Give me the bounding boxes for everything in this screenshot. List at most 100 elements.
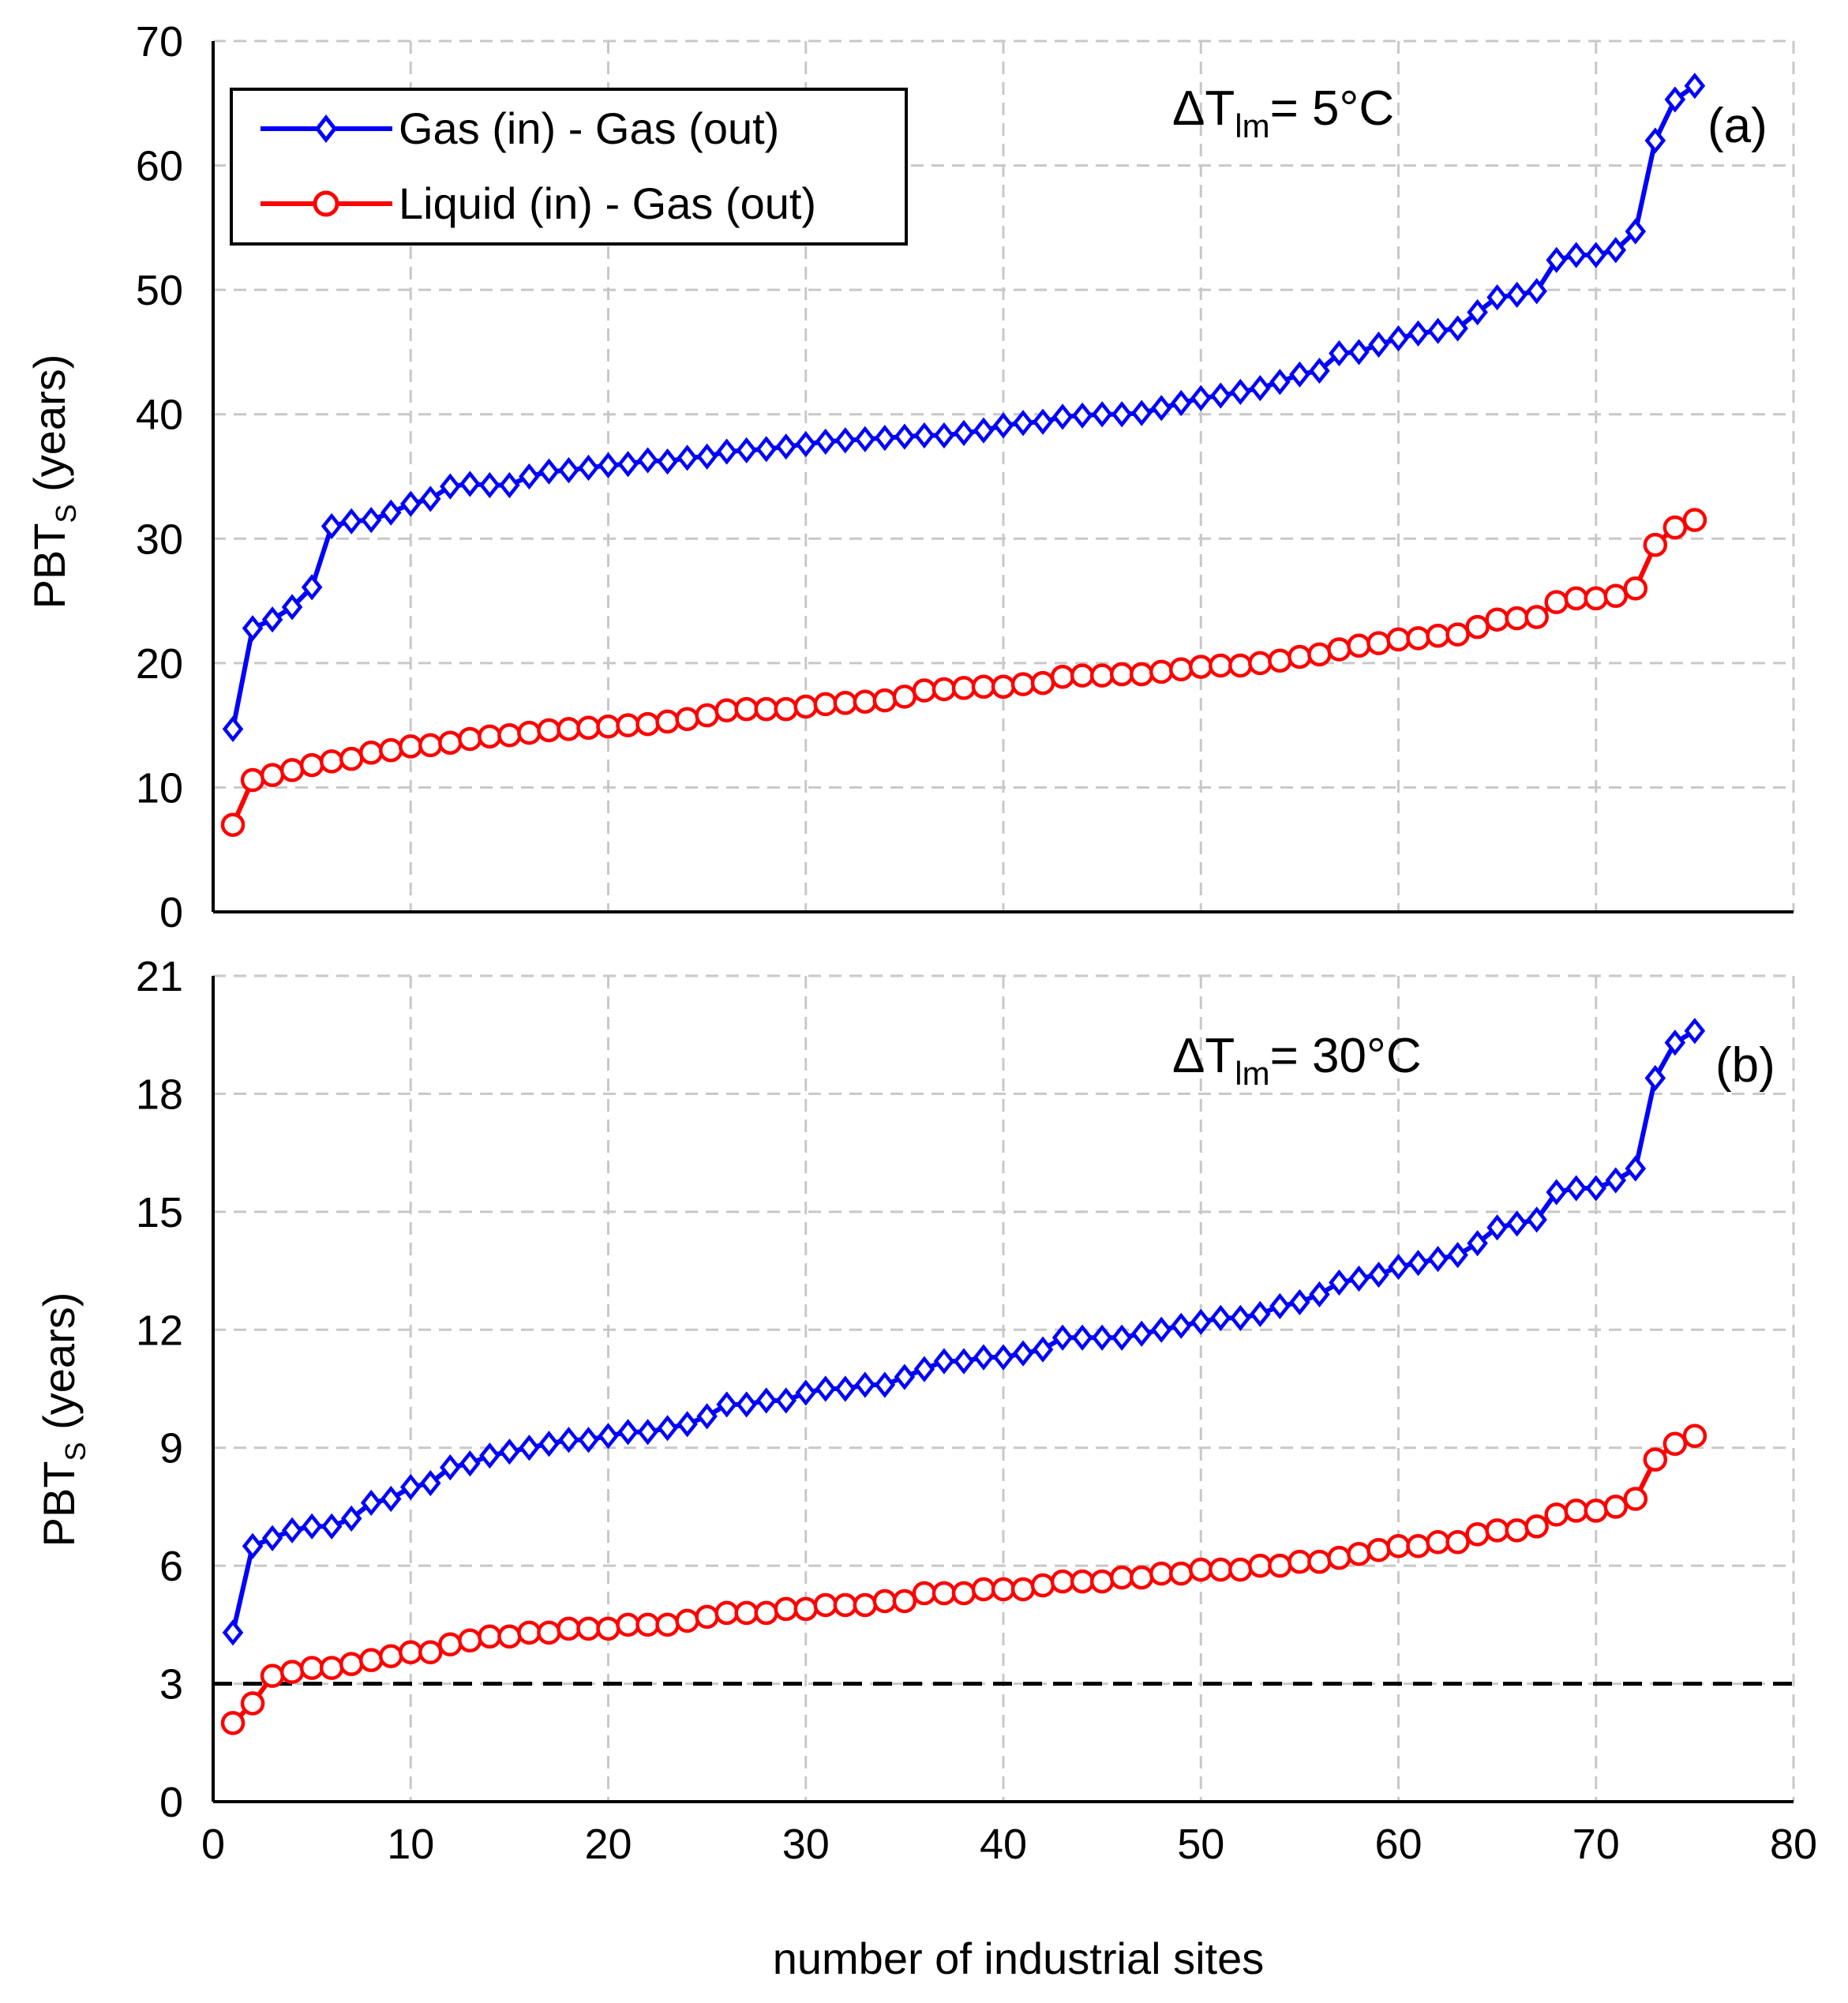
panel-a-point-liquid-44 <box>1070 663 1095 688</box>
panel-b-point-liquid-14 <box>478 1624 502 1649</box>
panel-b-point-gas-64 <box>1467 1230 1488 1257</box>
panel-b-point-gas-36 <box>913 1356 935 1382</box>
panel-b-point-liquid-23 <box>655 1612 680 1637</box>
panel-b-x-tick-40: 40 <box>980 1821 1027 1868</box>
panel-b-point-liquid-8 <box>358 1648 384 1672</box>
panel-b-point-gas-53 <box>1250 1300 1271 1327</box>
panel-b-point-liquid-34 <box>872 1589 898 1614</box>
panel-a-point-gas-74 <box>1664 86 1686 113</box>
panel-a-point-liquid-21 <box>616 713 640 737</box>
panel-a-point-gas-60 <box>1388 324 1409 352</box>
panel-a-point-liquid-43 <box>1050 664 1075 689</box>
panel-b-x-tick-80: 80 <box>1770 1821 1817 1868</box>
panel-a-point-gas-30 <box>795 430 817 458</box>
panel-b-point-gas-59 <box>1368 1261 1389 1288</box>
legend-box <box>230 88 908 246</box>
panel-a-point-liquid-61 <box>1406 626 1430 651</box>
legend-marker-liquid <box>313 190 339 217</box>
panel-b-point-liquid-50 <box>1189 1557 1213 1582</box>
panel-a-point-liquid-57 <box>1327 637 1351 662</box>
panel-b-point-liquid-75 <box>1682 1423 1707 1449</box>
panel-b-point-gas-42 <box>1032 1336 1054 1363</box>
panel-b-point-liquid-56 <box>1307 1549 1332 1574</box>
panel-a-point-liquid-52 <box>1228 653 1253 678</box>
panel-b-point-liquid-70 <box>1584 1498 1608 1523</box>
panel-b-point-gas-5 <box>301 1513 323 1540</box>
panel-b-point-gas-32 <box>834 1375 857 1402</box>
panel-a-point-gas-53 <box>1250 375 1271 402</box>
panel-a-point-gas-25 <box>696 443 718 470</box>
panel-b-point-gas-2 <box>242 1532 264 1559</box>
panel-a-point-gas-69 <box>1565 242 1587 268</box>
panel-a-y-tick-10: 10 <box>136 764 183 812</box>
panel-b-point-liquid-60 <box>1386 1533 1411 1559</box>
panel-a-point-gas-58 <box>1348 339 1370 366</box>
panel-a-point-gas-9 <box>380 499 402 526</box>
panel-a-point-gas-2 <box>242 615 264 642</box>
panel-b-point-liquid-15 <box>497 1624 522 1649</box>
panel-b-point-liquid-47 <box>1129 1565 1154 1590</box>
panel-b-point-gas-51 <box>1209 1304 1231 1331</box>
panel-b-y-tick-21: 21 <box>136 953 183 1000</box>
panel-b-point-liquid-36 <box>912 1581 937 1606</box>
panel-a-point-gas-24 <box>677 444 698 471</box>
panel-a-point-liquid-26 <box>714 698 739 722</box>
panel-b-point-gas-33 <box>854 1371 876 1398</box>
panel-b-point-liquid-35 <box>892 1589 917 1614</box>
panel-a-point-liquid-35 <box>892 685 917 709</box>
panel-b-point-gas-66 <box>1506 1210 1528 1237</box>
panel-a-point-liquid-22 <box>635 711 660 737</box>
panel-a-point-gas-57 <box>1329 339 1350 367</box>
panel-a-axes <box>212 41 1794 913</box>
panel-b-y-tick-6: 6 <box>159 1543 183 1590</box>
panel-b-point-liquid-29 <box>774 1596 798 1622</box>
panel-b-point-gas-60 <box>1388 1253 1409 1281</box>
panel-b-point-gas-74 <box>1664 1030 1686 1056</box>
panel-b-point-liquid-33 <box>853 1592 878 1618</box>
panel-a-point-gas-71 <box>1605 237 1627 264</box>
panel-a-point-gas-26 <box>716 438 737 465</box>
panel-a-y-tick-40: 40 <box>136 392 183 439</box>
panel-a-point-gas-18 <box>558 457 579 484</box>
panel-a-point-gas-3 <box>261 606 283 633</box>
panel-b-x-tick-30: 30 <box>782 1821 830 1868</box>
panel-b-point-liquid-53 <box>1248 1553 1273 1578</box>
panel-b-point-gas-54 <box>1269 1292 1291 1320</box>
panel-b-point-gas-1 <box>222 1619 244 1646</box>
x-axis-label: number of industrial sites <box>773 1934 1265 1983</box>
panel-b-point-gas-7 <box>340 1505 362 1532</box>
panel-b-point-gas-69 <box>1565 1175 1587 1202</box>
panel-a-point-gas-8 <box>360 507 382 534</box>
panel-a-point-gas-65 <box>1486 283 1508 311</box>
legend-marker-gas <box>314 114 338 144</box>
panel-a-y-tick-30: 30 <box>136 516 183 563</box>
panel-b-axes <box>212 976 1794 1803</box>
panel-b-point-liquid-13 <box>458 1628 482 1653</box>
panel-a-point-liquid-65 <box>1485 607 1509 632</box>
panel-b-point-gas-18 <box>558 1427 579 1453</box>
panel-b-point-liquid-40 <box>991 1577 1016 1602</box>
panel-a-point-gas-50 <box>1190 384 1212 411</box>
panel-b-x-tick-70: 70 <box>1572 1821 1620 1868</box>
panel-a-point-liquid-63 <box>1445 622 1470 647</box>
panel-a-point-liquid-49 <box>1168 657 1194 681</box>
panel-b-point-liquid-28 <box>754 1600 778 1626</box>
panel-a-point-liquid-1 <box>220 812 246 837</box>
panel-a-point-liquid-32 <box>833 691 858 715</box>
panel-a-point-liquid-19 <box>576 715 601 741</box>
panel-a-point-liquid-58 <box>1347 633 1371 658</box>
panel-a-point-liquid-40 <box>991 674 1016 700</box>
panel-a-point-gas-44 <box>1071 402 1093 429</box>
panel-a-point-liquid-68 <box>1544 590 1569 614</box>
panel-b-point-liquid-27 <box>734 1600 759 1626</box>
panel-a-point-gas-38 <box>953 419 975 446</box>
panel-b-point-liquid-66 <box>1505 1518 1529 1543</box>
panel-a-point-liquid-16 <box>517 720 542 745</box>
panel-a-point-liquid-75 <box>1682 508 1707 532</box>
panel-b-y-tick-9: 9 <box>159 1425 183 1472</box>
panel-a-point-gas-20 <box>598 452 619 478</box>
panel-a-point-gas-39 <box>973 417 995 444</box>
panel-b-point-gas-45 <box>1091 1324 1113 1351</box>
panel-a-point-gas-56 <box>1309 357 1330 384</box>
panel-a-point-liquid-12 <box>438 730 463 755</box>
